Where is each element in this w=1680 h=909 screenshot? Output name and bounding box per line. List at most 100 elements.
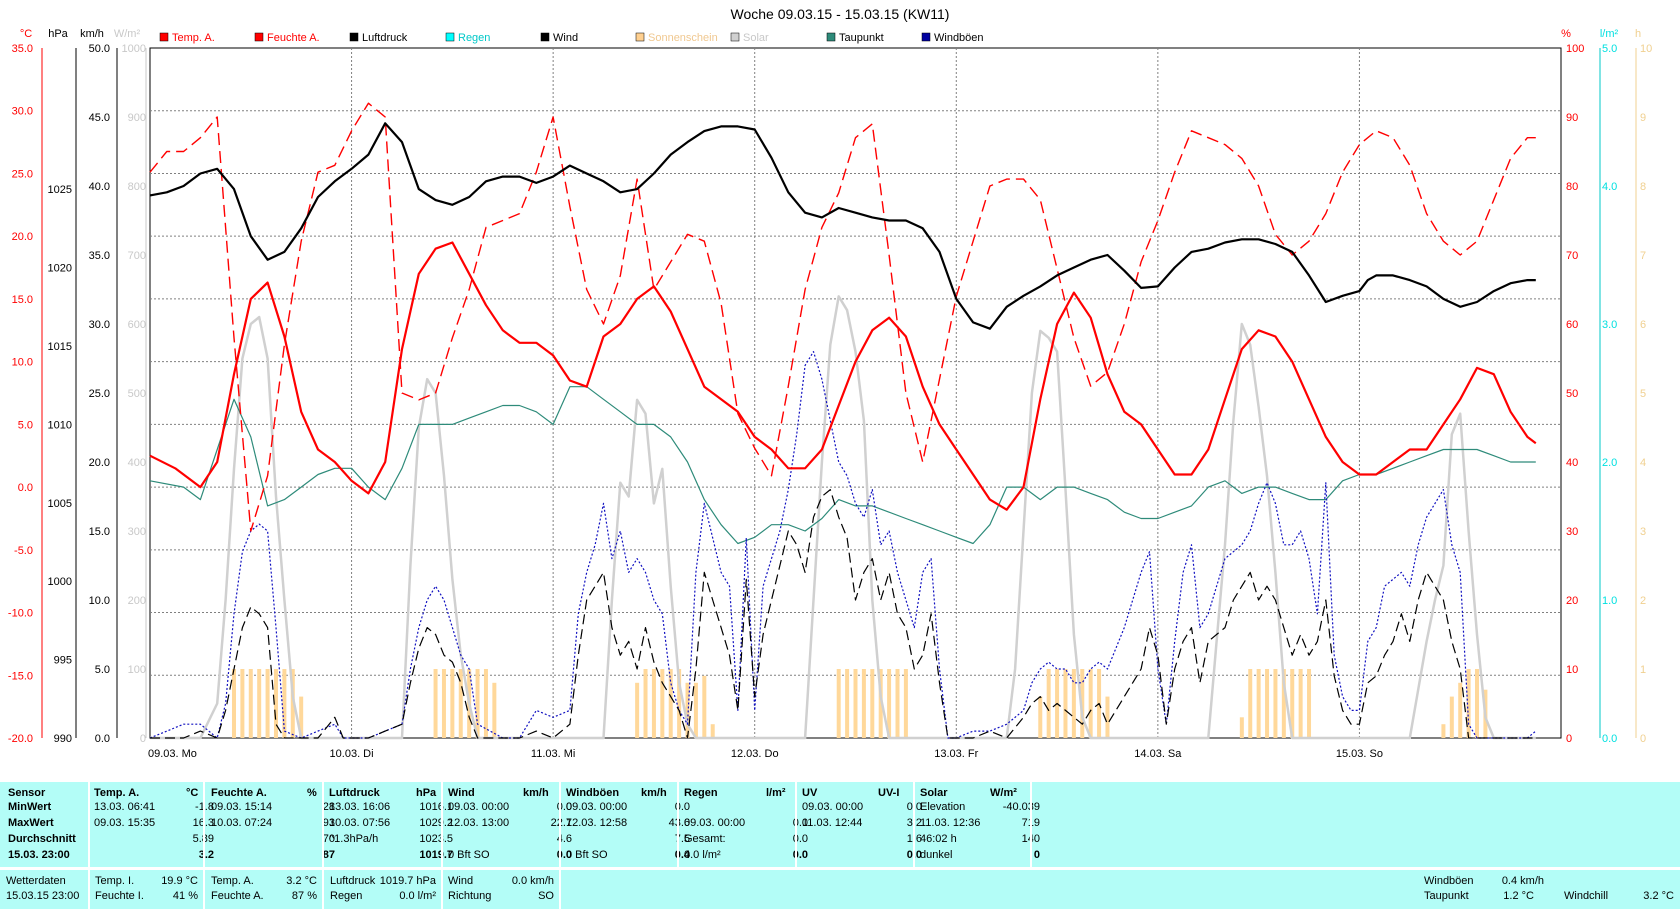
sunshine-bar: [1088, 669, 1093, 738]
wind-tick: 35.0: [89, 250, 110, 262]
legend-swatch: [445, 32, 455, 42]
footer-windchill-label: Windchill: [1564, 890, 1609, 902]
sunshine-bar: [1256, 669, 1261, 738]
rain-tick: 5.0: [1602, 43, 1617, 55]
humidity-tick: 50: [1566, 388, 1578, 400]
th-sensor: Sensor: [8, 787, 46, 799]
sunshine-bar: [693, 682, 698, 738]
pressure-label-1: 10.03. 07:56: [329, 817, 391, 829]
solar-value-3: 0: [1033, 849, 1040, 861]
legend-label: Feuchte A.: [267, 32, 320, 44]
humidity-label-0: 09.03. 15:14: [211, 801, 273, 813]
legend-label: Wind: [553, 32, 578, 44]
sunshine-bar: [861, 669, 866, 738]
legend-label: Regen: [458, 32, 490, 44]
solar-tick: 400: [128, 457, 146, 469]
footer-richtung-label: Richtung: [448, 890, 492, 902]
legend-swatch: [159, 32, 169, 42]
row-label-avg: Durchschnitt: [8, 833, 76, 845]
footer-wetterdaten: Wetterdaten: [6, 875, 66, 887]
temp-tick: 25.0: [12, 168, 33, 180]
gusts-value-2: 7.5: [674, 833, 690, 845]
th-rain-unit: l/m²: [766, 787, 786, 799]
sunshine-bar: [240, 669, 245, 738]
solar-label-3: dunkel: [920, 849, 953, 861]
sun-tick: 2: [1640, 595, 1646, 607]
sunshine-bar: [1239, 717, 1244, 738]
solar-tick: 0: [140, 733, 146, 745]
sun-tick: 8: [1640, 181, 1646, 193]
sunshine-bar: [677, 669, 682, 738]
footer-taupunkt: 1.2 °C: [1503, 890, 1534, 902]
rain-tick: 0.0: [1602, 733, 1617, 745]
sunshine-bar: [1071, 669, 1076, 738]
stats-table: Sensor Temp. A. °C Feuchte A. % Luftdruc…: [0, 780, 1680, 909]
sunshine-bar: [887, 669, 892, 738]
solar-label-0: Elevation: [920, 801, 966, 813]
uv-value-0: 0.0: [852, 800, 922, 814]
th-solar-unit: W/m²: [990, 787, 1017, 799]
footer-regen: 0.0 l/m²: [399, 890, 436, 902]
humidity-tick: 80: [1566, 181, 1578, 193]
th-gusts: Windböen: [566, 787, 620, 799]
pressure-tick: 995: [54, 655, 72, 667]
sunshine-bar: [895, 669, 900, 738]
footer-feuchte-i: 41 %: [172, 890, 198, 902]
sunshine-bar: [458, 669, 463, 738]
wind-label-3: 0 Bft SO: [448, 849, 490, 861]
sunshine-bar: [1441, 724, 1446, 738]
sunshine-bar: [651, 669, 656, 738]
sunshine-bar: [710, 724, 715, 738]
uv-label-1: 11.03. 12:44: [802, 817, 863, 829]
temp-tick: 0.0: [18, 482, 33, 494]
temp-tick: 35.0: [12, 43, 33, 55]
legend-swatch: [826, 32, 836, 42]
sunshine-bar: [845, 669, 850, 738]
x-tick-label: 12.03. Do: [731, 748, 779, 760]
sunshine-bar: [853, 669, 858, 738]
temp-tick: 20.0: [12, 231, 33, 243]
sunshine-bar: [643, 669, 648, 738]
th-humidity-unit: %: [307, 787, 317, 799]
legend-swatch: [254, 32, 264, 42]
temp-tick: 5.0: [18, 419, 33, 431]
humidity-label-1: 10.03. 07:24: [211, 817, 273, 829]
uv-value-2: 1.6: [852, 832, 922, 846]
x-tick-label: 15.03. So: [1336, 748, 1383, 760]
sun-tick: 7: [1640, 250, 1646, 262]
x-tick-label: 11.03. Mi: [531, 748, 575, 760]
sunshine-bar: [702, 675, 707, 738]
legend-swatch: [635, 32, 645, 42]
humidity-value-3: 87: [322, 849, 335, 861]
wind-tick: 50.0: [89, 43, 110, 55]
gusts-label-0: 09.03. 00:00: [566, 801, 628, 813]
th-uv-unit: UV-I: [878, 787, 900, 799]
sunshine-bar: [1449, 696, 1454, 738]
sunshine-bar: [441, 669, 446, 738]
sunshine-bar: [299, 696, 304, 738]
wind-tick: 5.0: [95, 664, 110, 676]
solar-tick: 200: [128, 595, 146, 607]
temp-tick: -15.0: [8, 670, 33, 682]
footer-taupunkt-label: Taupunkt: [1424, 890, 1469, 902]
sunshine-bar: [1265, 669, 1270, 738]
uv-label-0: 09.03. 00:00: [802, 801, 864, 813]
sunshine-bar: [1298, 669, 1303, 738]
footer-wind-label: Wind: [448, 875, 474, 887]
rain-label-2: Gesamt:: [684, 833, 726, 845]
sunshine-bar: [903, 669, 908, 738]
temp-label-1: 09.03. 15:35: [94, 817, 156, 829]
footer-feuchte-a-label: Feuchte A.: [211, 890, 264, 902]
th-humidity: Feuchte A.: [211, 787, 267, 799]
gusts-value-1: 43.6: [668, 817, 690, 829]
wind-tick: 20.0: [89, 457, 110, 469]
wind-tick: 10.0: [89, 595, 110, 607]
sunshine-bar: [878, 669, 883, 738]
sunshine-bar: [635, 682, 640, 738]
solar-line: [150, 295, 1536, 740]
humidity-tick: 30: [1566, 526, 1578, 538]
wind-tick: 45.0: [89, 112, 110, 124]
sunshine-bar: [1038, 696, 1043, 738]
temp-tick: -5.0: [14, 545, 33, 557]
footer-temp-a-label: Temp. A.: [211, 875, 254, 887]
